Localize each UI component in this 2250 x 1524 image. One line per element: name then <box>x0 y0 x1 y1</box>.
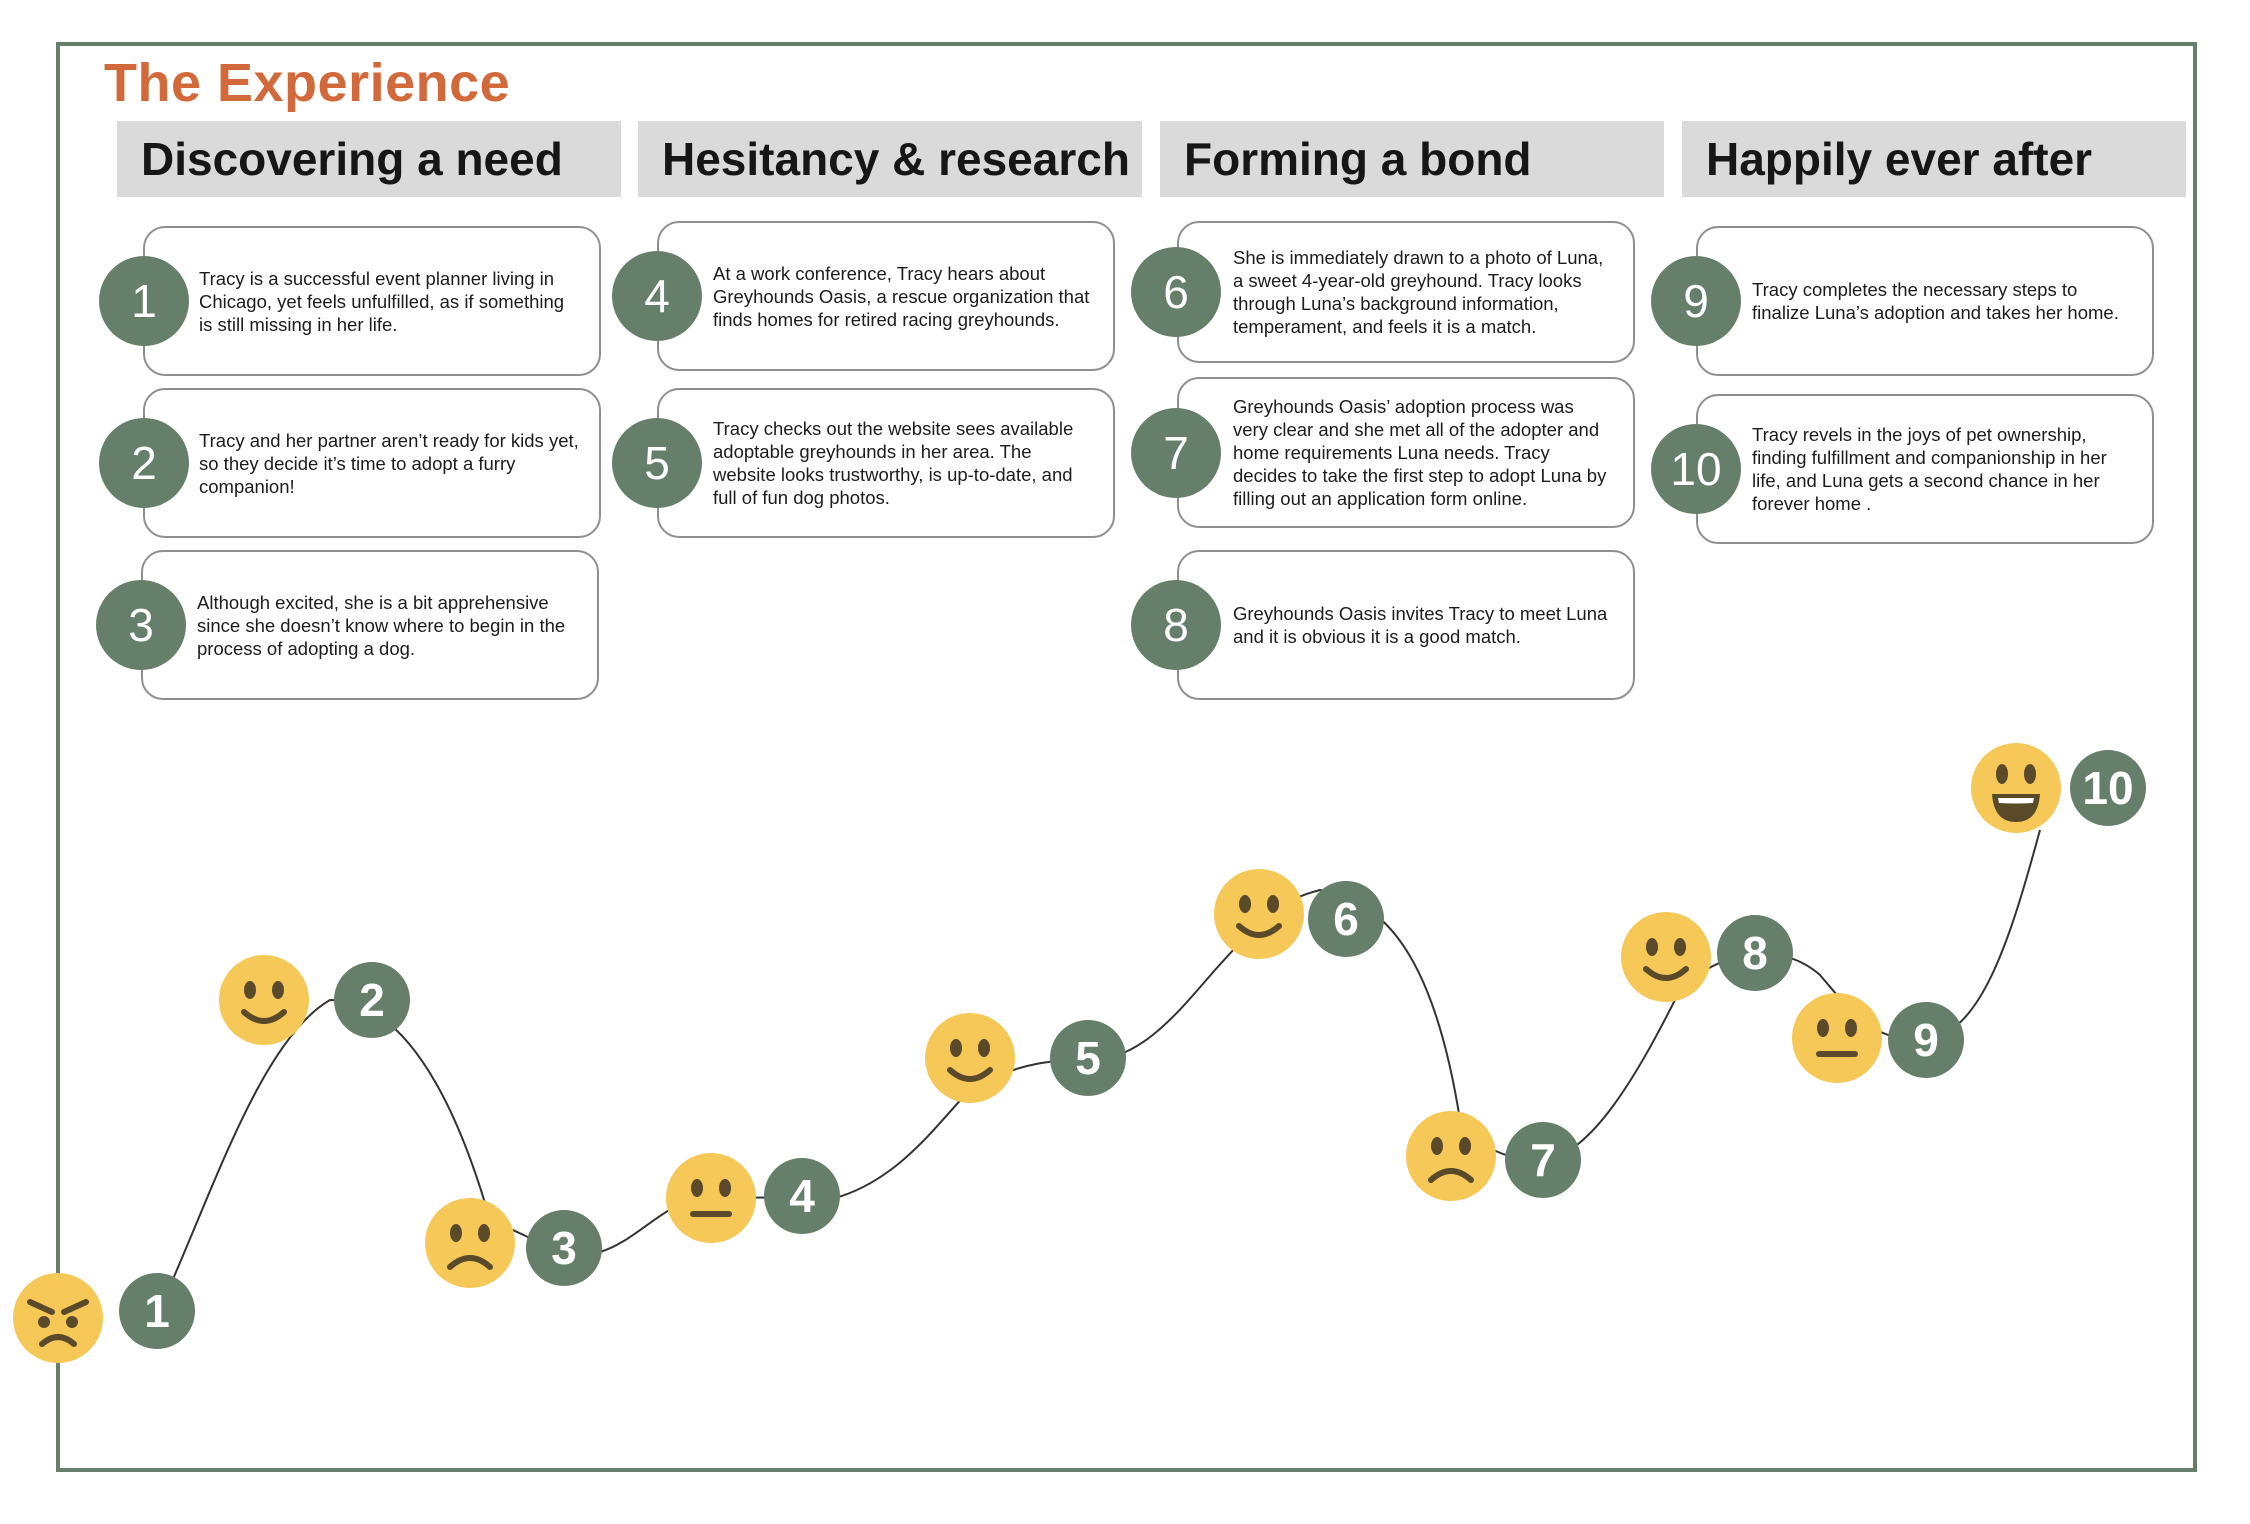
slightly-smiling-face-icon <box>1621 912 1711 1002</box>
step-card-7: Greyhounds Oasis’ adoption process was v… <box>1177 377 1635 528</box>
journey-badge-circle-6 <box>1308 881 1384 957</box>
journey-node-2: 2 <box>219 955 410 1045</box>
journey-badge-label-10: 10 <box>2082 762 2133 814</box>
step-text-3: Although excited, she is a bit apprehens… <box>197 591 566 659</box>
step-badge-3: 3 <box>96 580 186 670</box>
step-badge-4: 4 <box>612 251 702 341</box>
journey-node-4: 4 <box>666 1153 840 1243</box>
step-card-9: Tracy completes the necessary steps to f… <box>1696 226 2154 376</box>
frowning-face-icon <box>1406 1111 1496 1201</box>
journey-node-7: 7 <box>1406 1111 1581 1201</box>
phase-header-hesitancy: Hesitancy & research <box>638 121 1142 197</box>
step-card-3: Although excited, she is a bit apprehens… <box>141 550 599 700</box>
step-text-8: Greyhounds Oasis invites Tracy to meet L… <box>1233 603 1608 647</box>
journey-badge-circle-7 <box>1505 1122 1581 1198</box>
journey-node-5: 5 <box>925 1013 1126 1103</box>
slightly-smiling-face-icon <box>219 955 309 1045</box>
journey-badge-label-2: 2 <box>359 974 385 1026</box>
step-card-6: She is immediately drawn to a photo of L… <box>1177 221 1635 363</box>
step-text-10: Tracy revels in the joys of pet ownershi… <box>1752 424 2107 514</box>
step-text-5: Tracy checks out the website sees availa… <box>713 418 1074 508</box>
step-badge-10: 10 <box>1651 424 1741 514</box>
phase-header-happily: Happily ever after <box>1682 121 2186 197</box>
journey-badge-circle-8 <box>1717 915 1793 991</box>
neutral-face-icon <box>1792 993 1882 1083</box>
step-badge-6: 6 <box>1131 247 1221 337</box>
phase-header-bond: Forming a bond <box>1160 121 1664 197</box>
step-badge-5: 5 <box>612 418 702 508</box>
step-badge-1: 1 <box>99 256 189 346</box>
journey-badge-circle-9 <box>1888 1002 1964 1078</box>
frowning-face-icon <box>425 1198 515 1288</box>
journey-badge-label-6: 6 <box>1333 893 1359 945</box>
step-text-7: Greyhounds Oasis’ adoption process was v… <box>1233 396 1607 509</box>
journey-badge-label-3: 3 <box>551 1222 577 1274</box>
slightly-smiling-face-icon <box>925 1013 1015 1103</box>
journey-badge-label-4: 4 <box>789 1170 815 1222</box>
journey-badge-label-7: 7 <box>1530 1134 1556 1186</box>
step-card-4: At a work conference, Tracy hears about … <box>657 221 1115 371</box>
journey-badge-label-5: 5 <box>1075 1032 1101 1084</box>
journey-node-1: 1 <box>13 1273 195 1363</box>
journey-node-9: 9 <box>1792 993 1964 1083</box>
journey-node-10: 10 <box>1971 743 2146 833</box>
phase-header-discovering: Discovering a need <box>117 121 621 197</box>
journey-node-6: 6 <box>1214 869 1384 959</box>
step-card-8: Greyhounds Oasis invites Tracy to meet L… <box>1177 550 1635 700</box>
journey-badge-circle-2 <box>334 962 410 1038</box>
step-badge-7: 7 <box>1131 408 1221 498</box>
step-text-6: She is immediately drawn to a photo of L… <box>1233 247 1604 337</box>
step-card-10: Tracy revels in the joys of pet ownershi… <box>1696 394 2154 544</box>
page-title: The Experience <box>104 53 511 113</box>
diagram-frame <box>56 42 2197 1472</box>
slightly-smiling-face-icon <box>1214 869 1304 959</box>
journey-badge-circle-3 <box>526 1210 602 1286</box>
step-card-1: Tracy is a successful event planner livi… <box>143 226 601 376</box>
step-text-4: At a work conference, Tracy hears about … <box>713 262 1090 330</box>
journey-badge-label-9: 9 <box>1913 1014 1939 1066</box>
step-badge-9: 9 <box>1651 256 1741 346</box>
step-card-5: Tracy checks out the website sees availa… <box>657 388 1115 538</box>
step-card-2: Tracy and her partner aren’t ready for k… <box>143 388 601 538</box>
journey-badge-circle-5 <box>1050 1020 1126 1096</box>
journey-node-8: 8 <box>1621 912 1793 1002</box>
neutral-face-icon <box>666 1153 756 1243</box>
journey-badge-circle-10 <box>2070 750 2146 826</box>
step-badge-2: 2 <box>99 418 189 508</box>
journey-badge-circle-4 <box>764 1158 840 1234</box>
step-text-9: Tracy completes the necessary steps to f… <box>1752 279 2119 323</box>
grinning-face-icon <box>1971 743 2061 833</box>
step-text-1: Tracy is a successful event planner livi… <box>199 267 565 335</box>
journey-badge-label-1: 1 <box>144 1285 170 1337</box>
journey-node-3: 3 <box>425 1198 602 1288</box>
journey-badge-circle-1 <box>119 1273 195 1349</box>
angry-face-icon <box>13 1273 103 1363</box>
step-badge-8: 8 <box>1131 580 1221 670</box>
journey-badge-label-8: 8 <box>1742 927 1768 979</box>
step-text-2: Tracy and her partner aren’t ready for k… <box>199 429 579 497</box>
